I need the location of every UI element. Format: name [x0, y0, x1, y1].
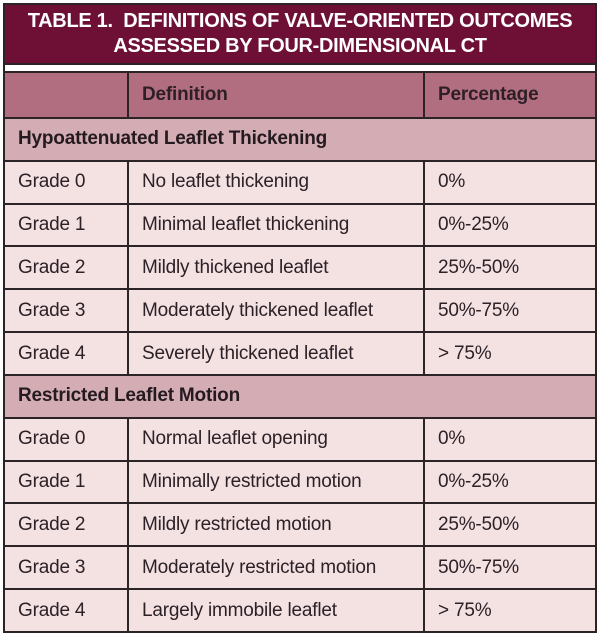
definition-cell: Minimally restricted motion: [127, 459, 425, 505]
column-header-definition: Definition: [127, 71, 425, 119]
table-row: Grade 2 Mildly thickened leaflet 25%-50%: [3, 245, 597, 291]
section-header-row: Restricted Leaflet Motion: [3, 373, 597, 419]
grade-cell: Grade 4: [3, 588, 129, 633]
table-row: Grade 0 No leaflet thickening 0%: [3, 159, 597, 205]
grade-cell: Grade 2: [3, 245, 129, 291]
percentage-cell: 25%-50%: [423, 245, 597, 291]
grade-cell: Grade 1: [3, 202, 129, 248]
table-row: Grade 4 Severely thickened leaflet > 75%: [3, 331, 597, 376]
percentage-cell: 50%-75%: [423, 288, 597, 334]
table-row: Grade 4 Largely immobile leaflet > 75%: [3, 588, 597, 633]
table-body: Definition Percentage Hypoattenuated Lea…: [3, 71, 597, 633]
definition-cell: Minimal leaflet thickening: [127, 202, 425, 248]
table-row: Grade 3 Moderately restricted motion 50%…: [3, 545, 597, 591]
percentage-cell: 50%-75%: [423, 545, 597, 591]
definition-cell: Severely thickened leaflet: [127, 331, 425, 376]
table-row: Grade 1 Minimal leaflet thickening 0%-25…: [3, 202, 597, 248]
definition-cell: Largely immobile leaflet: [127, 588, 425, 633]
column-header-percentage: Percentage: [423, 71, 597, 119]
definitions-table: Definition Percentage Hypoattenuated Lea…: [3, 71, 597, 633]
table-row: Grade 2 Mildly restricted motion 25%-50%: [3, 502, 597, 548]
definition-cell: Mildly thickened leaflet: [127, 245, 425, 291]
section-header-label: Restricted Leaflet Motion: [3, 373, 597, 419]
percentage-cell: 0%: [423, 159, 597, 205]
percentage-cell: 0%-25%: [423, 202, 597, 248]
grade-cell: Grade 0: [3, 416, 129, 462]
column-header-row: Definition Percentage: [3, 71, 597, 119]
table-row: Grade 1 Minimally restricted motion 0%-2…: [3, 459, 597, 505]
table-title-line2: ASSESSED BY FOUR-DIMENSIONAL CT: [113, 35, 487, 57]
percentage-cell: 0%-25%: [423, 459, 597, 505]
grade-cell: Grade 4: [3, 331, 129, 376]
table-row: Grade 0 Normal leaflet opening 0%: [3, 416, 597, 462]
definition-cell: Moderately restricted motion: [127, 545, 425, 591]
table-title-line1: TABLE 1. DEFINITIONS OF VALVE-ORIENTED O…: [27, 10, 573, 32]
grade-cell: Grade 1: [3, 459, 129, 505]
table-row: Grade 3 Moderately thickened leaflet 50%…: [3, 288, 597, 334]
grade-cell: Grade 3: [3, 288, 129, 334]
column-header-empty: [3, 71, 129, 119]
definition-cell: Moderately thickened leaflet: [127, 288, 425, 334]
percentage-cell: 25%-50%: [423, 502, 597, 548]
percentage-cell: > 75%: [423, 331, 597, 376]
grade-cell: Grade 3: [3, 545, 129, 591]
grade-cell: Grade 2: [3, 502, 129, 548]
definition-cell: Normal leaflet opening: [127, 416, 425, 462]
section-header-label: Hypoattenuated Leaflet Thickening: [3, 117, 597, 162]
table-title: TABLE 1. DEFINITIONS OF VALVE-ORIENTED O…: [3, 3, 597, 65]
definition-cell: No leaflet thickening: [127, 159, 425, 205]
percentage-cell: 0%: [423, 416, 597, 462]
definition-cell: Mildly restricted motion: [127, 502, 425, 548]
title-body-divider: [3, 65, 597, 71]
grade-cell: Grade 0: [3, 159, 129, 205]
section-header-row: Hypoattenuated Leaflet Thickening: [3, 117, 597, 162]
percentage-cell: > 75%: [423, 588, 597, 633]
